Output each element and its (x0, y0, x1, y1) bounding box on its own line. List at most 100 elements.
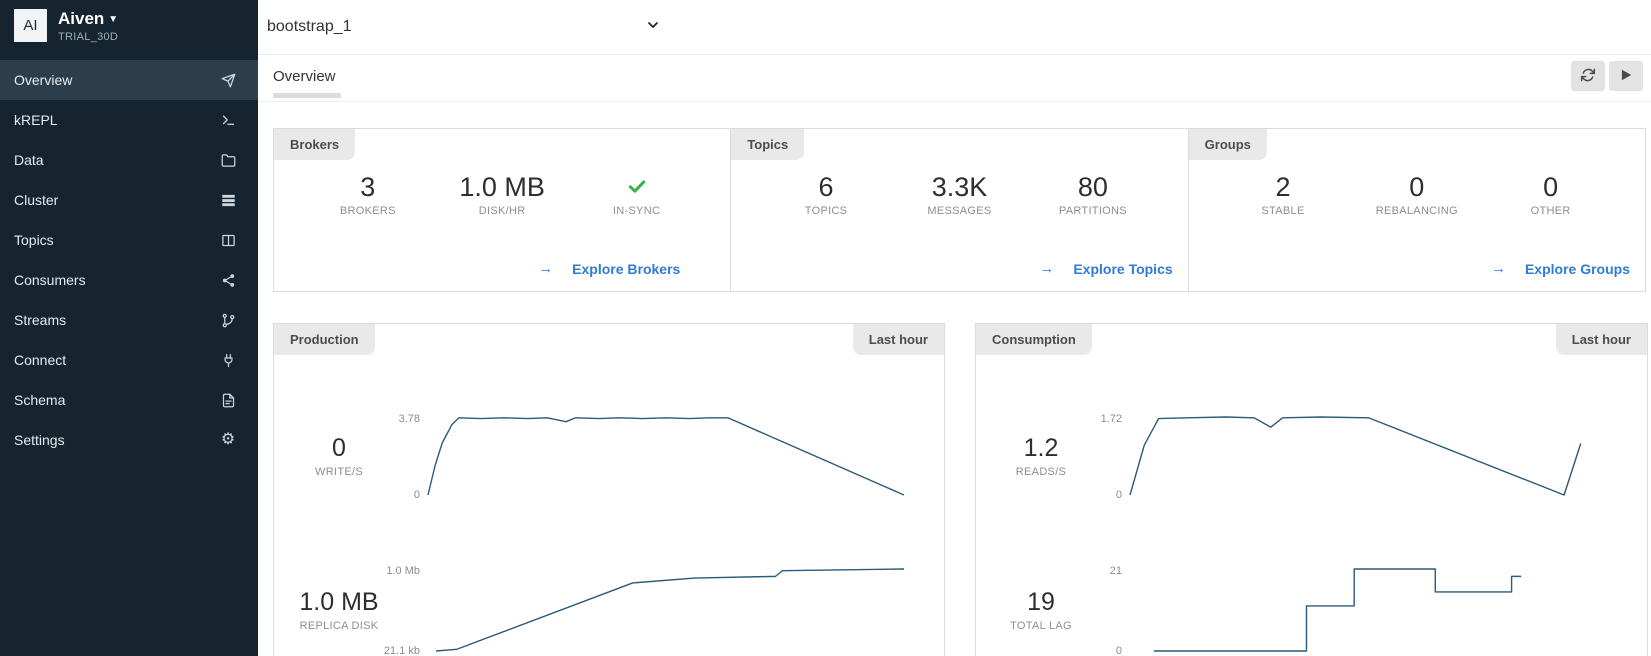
chevron-down-icon: ▼ (108, 14, 119, 25)
sidebar-item-label: Cluster (14, 192, 59, 208)
stat-brokers: 3 BROKERS (328, 173, 408, 217)
sidebar-header: AI Aiven ▼ TRIAL_30D (0, 0, 258, 49)
brand-name-label: Aiven (58, 9, 105, 28)
branch-icon (220, 312, 236, 328)
y-tick-min: 0 (1115, 645, 1122, 656)
tab-overview[interactable]: Overview (273, 68, 341, 98)
brokers-stats: 3 BROKERS 1.0 MB DISK/HR IN-SYNC (274, 173, 730, 217)
total-lag-stat: 19 TOTAL LAG (976, 588, 1106, 632)
production-time-range-badge: Last hour (852, 324, 944, 355)
stat-value: 0 (1409, 172, 1425, 202)
total-lag-row: 19 TOTAL LAG 21 0 (976, 565, 1647, 656)
send-icon (220, 72, 236, 88)
y-tick-max: 1.72 (1100, 413, 1122, 425)
in-sync-check-icon (597, 173, 677, 201)
sidebar-item-connect[interactable]: Connect (0, 340, 258, 380)
sidebar-item-label: Streams (14, 312, 67, 328)
refresh-button[interactable] (1571, 61, 1605, 91)
stat-label: TOTAL LAG (1010, 620, 1072, 632)
y-tick-min: 0 (1115, 489, 1122, 501)
explore-brokers-link[interactable]: → Explore Brokers (538, 260, 680, 277)
gear-icon: ⚙ (220, 431, 236, 448)
summary-cards-row: Brokers 3 BROKERS 1.0 MB DISK/HR IN (273, 128, 1646, 292)
head-buttons (1571, 61, 1643, 91)
replica-disk-row: 1.0 MB REPLICA DISK 1.0 Mb 21.1 kb (274, 565, 944, 656)
groups-card-title: Groups (1188, 129, 1267, 160)
play-button[interactable] (1609, 61, 1643, 91)
arrow-right-icon: → (1039, 260, 1055, 277)
columns-icon (220, 232, 236, 248)
sidebar-menu: Overview kREPL Data Cluster (0, 60, 258, 460)
stat-label: REPLICA DISK (299, 620, 379, 632)
brand-block: Aiven ▼ TRIAL_30D (58, 9, 118, 43)
sidebar-item-krepl[interactable]: kREPL (0, 100, 258, 140)
sidebar-item-cluster[interactable]: Cluster (0, 180, 258, 220)
stat-label: DISK/HR (478, 205, 526, 217)
sidebar-item-label: Consumers (14, 272, 86, 288)
sidebar-item-streams[interactable]: Streams (0, 300, 258, 340)
brokers-card: Brokers 3 BROKERS 1.0 MB DISK/HR IN (274, 129, 730, 291)
sidebar-item-schema[interactable]: Schema (0, 380, 258, 420)
stat-value: 2 (1275, 172, 1291, 202)
production-card: Production Last hour 0 WRITE/S 3.78 0 (273, 323, 945, 656)
write-rate-stat: 0 WRITE/S (274, 434, 404, 478)
stat-label: PARTITIONS (1058, 205, 1127, 217)
sidebar-item-label: Settings (14, 432, 65, 448)
replica-disk-chart: 1.0 Mb 21.1 kb (384, 565, 904, 656)
connection-selector[interactable]: bootstrap_1 (267, 18, 352, 35)
read-rate-sparkline (1130, 417, 1581, 495)
page-head: Overview (258, 55, 1651, 102)
play-icon (1619, 68, 1633, 85)
cluster-switcher[interactable]: Aiven ▼ (58, 9, 118, 29)
sidebar-item-data[interactable]: Data (0, 140, 258, 180)
sidebar-item-label: Data (14, 152, 44, 168)
chevron-down-icon[interactable] (645, 17, 661, 38)
sidebar-item-settings[interactable]: Settings ⚙ (0, 420, 258, 460)
topics-card: Topics 6 TOPICS 3.3K MESSAGES 80 PARTITI… (730, 129, 1187, 291)
sidebar-item-label: Topics (14, 232, 54, 248)
stat-disk-hr: 1.0 MB DISK/HR (459, 173, 545, 217)
arrow-right-icon: → (1490, 260, 1506, 277)
sidebar-item-consumers[interactable]: Consumers (0, 260, 258, 300)
refresh-icon (1580, 67, 1596, 86)
topbar: bootstrap_1 (258, 0, 1651, 55)
explore-link-label: Explore Topics (1073, 260, 1173, 277)
explore-topics-link[interactable]: → Explore Topics (1039, 260, 1172, 277)
explore-link-label: Explore Groups (1524, 260, 1630, 277)
sidebar: AI Aiven ▼ TRIAL_30D Overview kREPL (0, 0, 258, 656)
stat-topics: 6 TOPICS (786, 173, 866, 217)
stat-other: 0 OTHER (1511, 173, 1591, 217)
server-icon (220, 192, 236, 208)
stat-label: BROKERS (339, 205, 396, 217)
production-card-title: Production (274, 324, 375, 355)
replica-disk-stat: 1.0 MB REPLICA DISK (274, 588, 404, 632)
terminal-icon (220, 112, 236, 128)
total-lag-chart: 21 0 (1110, 565, 1607, 656)
main-area: bootstrap_1 Overview (258, 0, 1651, 656)
aiven-logo: AI (14, 9, 47, 42)
stat-label: REBALANCING (1375, 205, 1458, 217)
stat-value: 19 (1027, 588, 1055, 616)
read-rate-row: 1.2 READS/S 1.72 0 (976, 413, 1647, 501)
stat-value: 0 (332, 434, 346, 462)
sidebar-item-label: Schema (14, 392, 66, 408)
replica-disk-sparkline (436, 569, 904, 651)
sidebar-item-overview[interactable]: Overview (0, 60, 258, 100)
total-lag-sparkline (1154, 569, 1521, 651)
stat-value: 1.2 (1023, 434, 1059, 462)
read-rate-stat: 1.2 READS/S (976, 434, 1106, 478)
sidebar-item-topics[interactable]: Topics (0, 220, 258, 260)
stat-value: 1.0 MB (459, 172, 545, 202)
active-tab-indicator (273, 93, 341, 98)
stat-partitions: 80 PARTITIONS (1053, 173, 1133, 217)
consumption-time-range-badge: Last hour (1555, 324, 1647, 355)
stat-value: 6 (818, 172, 834, 202)
share-icon (220, 272, 236, 288)
explore-groups-link[interactable]: → Explore Groups (1491, 260, 1630, 277)
stat-rebalancing: 0 REBALANCING (1376, 173, 1458, 217)
write-rate-row: 0 WRITE/S 3.78 0 (274, 413, 944, 501)
stat-label: OTHER (1530, 205, 1571, 217)
y-tick-min: 0 (413, 489, 420, 501)
y-tick-max: 3.78 (398, 413, 420, 425)
groups-stats: 2 STABLE 0 REBALANCING 0 OTHER (1189, 173, 1645, 217)
